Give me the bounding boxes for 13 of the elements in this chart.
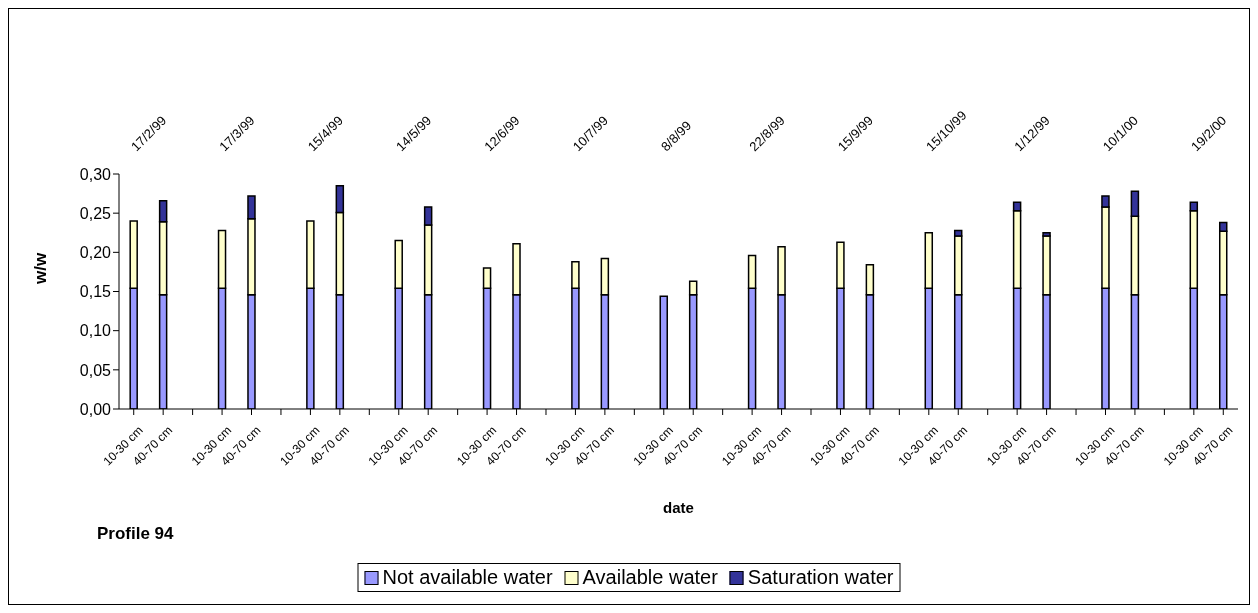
- x-axis-title: date: [662, 499, 695, 516]
- y-axis-title: w/w: [31, 252, 51, 284]
- y-tick-label: 0,05: [79, 361, 112, 379]
- text: Profile 94: [97, 524, 174, 544]
- y-tick-label: 0,00: [79, 400, 112, 418]
- y-tick-label: 0,30: [79, 165, 112, 183]
- y-tick-label: 0,15: [79, 283, 112, 301]
- y-tick-label: 0,10: [79, 322, 112, 340]
- legend-label: Saturation water: [746, 566, 894, 589]
- legend-label: Not available water: [381, 566, 553, 589]
- legend-label: Available water: [581, 566, 718, 589]
- y-tick-label: 0,20: [79, 244, 112, 262]
- y-tick-label: 0,25: [79, 204, 112, 222]
